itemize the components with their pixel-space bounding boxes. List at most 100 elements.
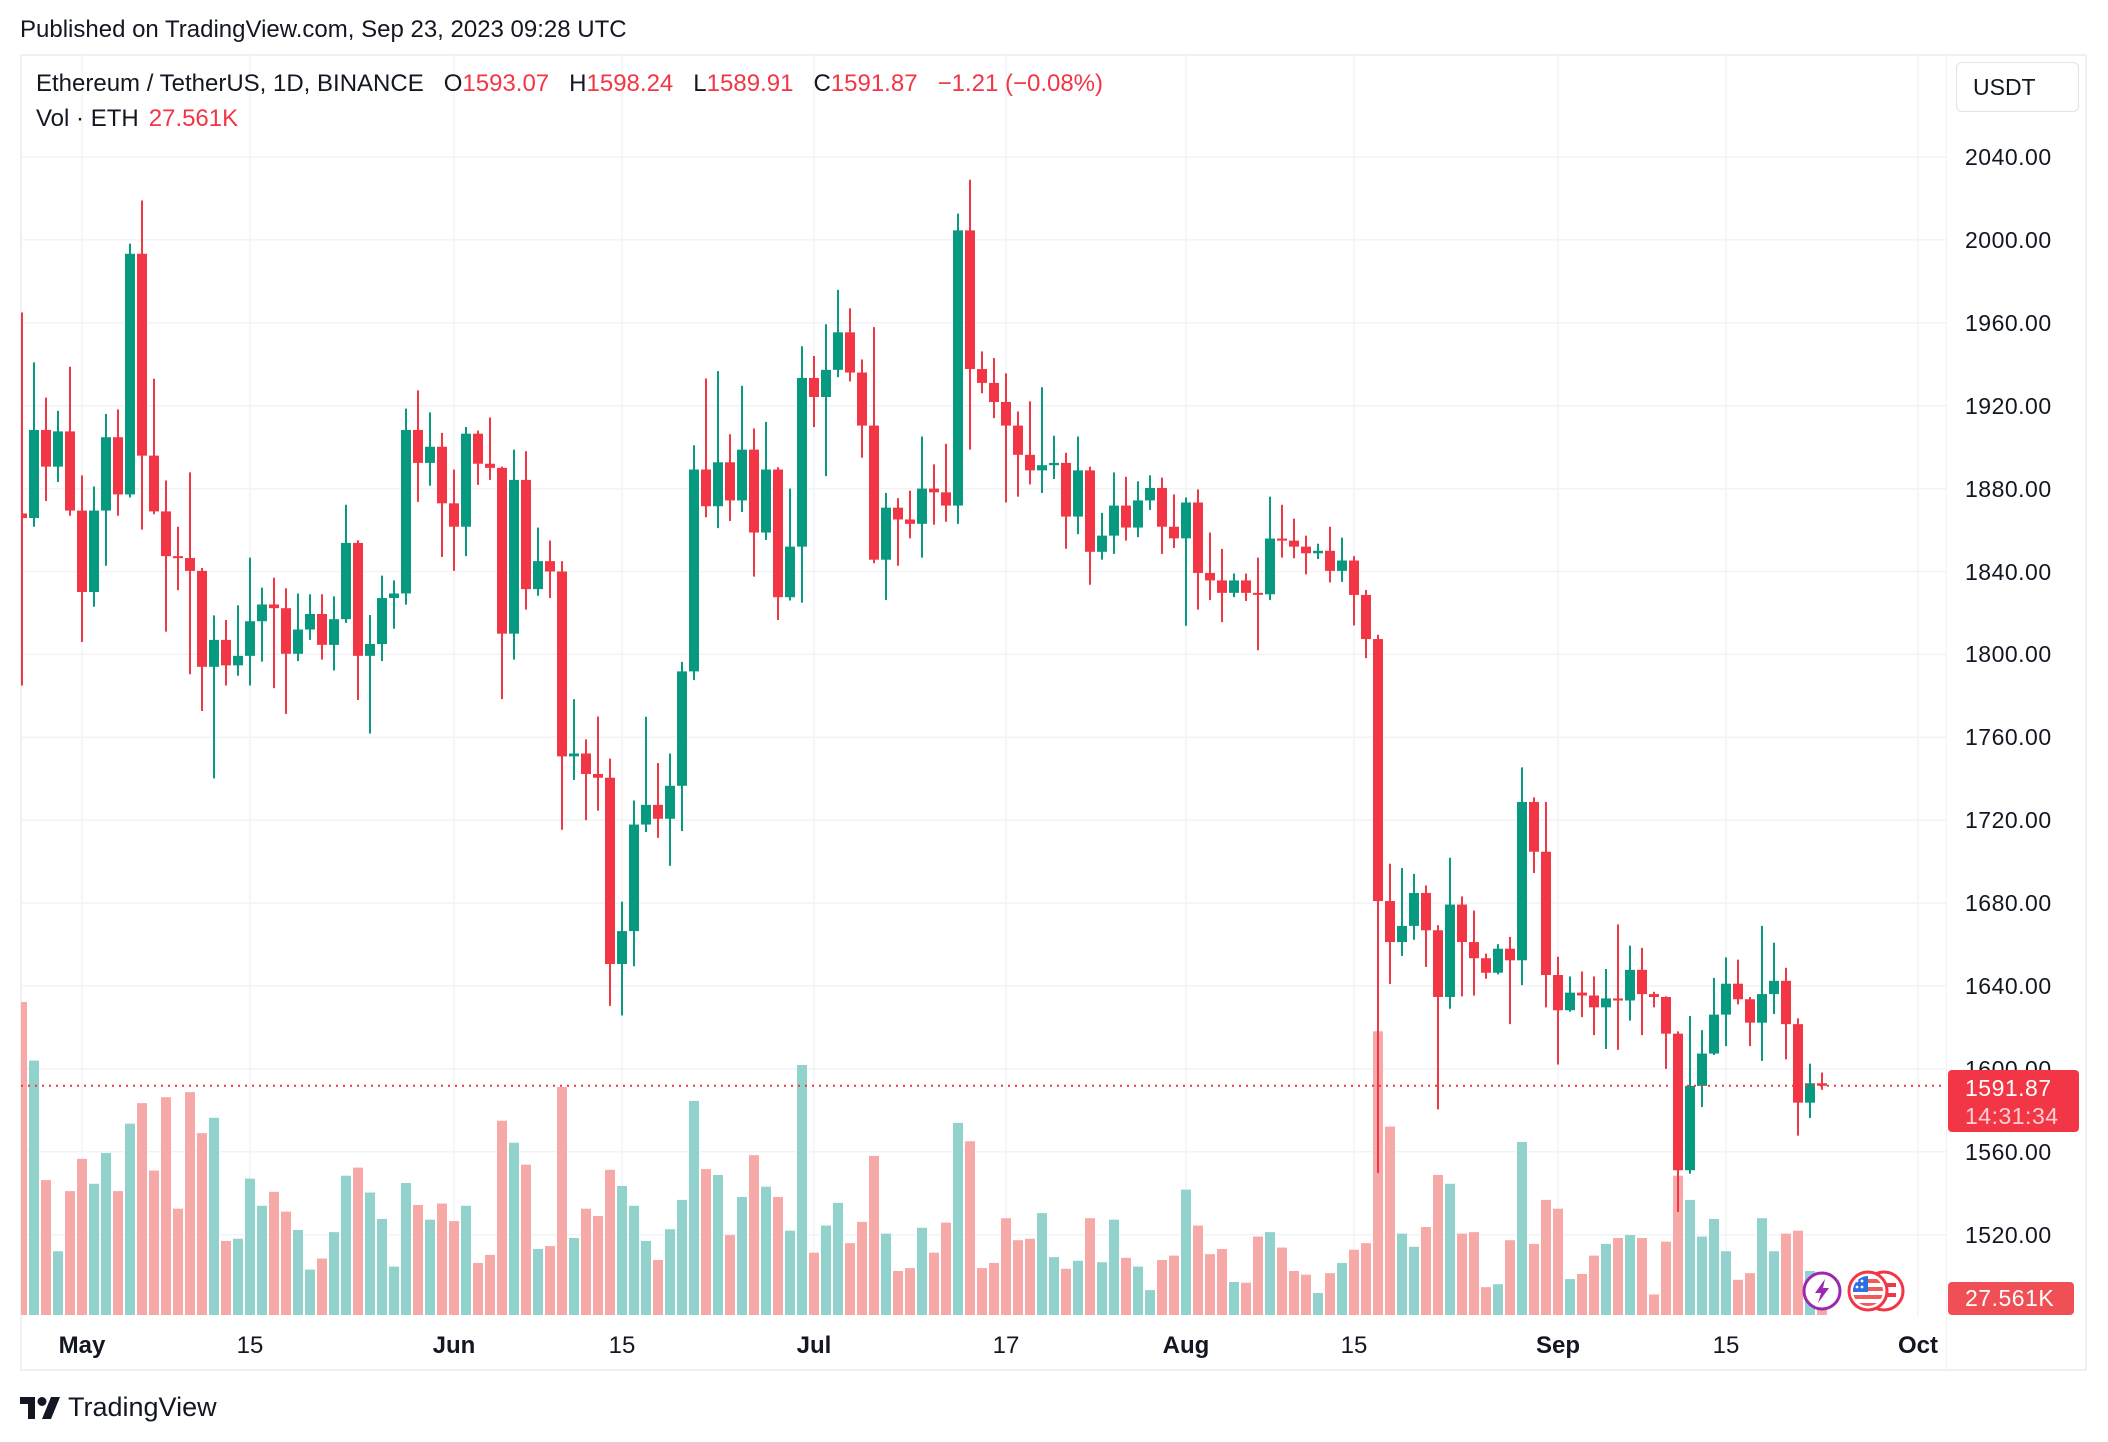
candle[interactable] xyxy=(1817,1072,1827,1090)
candle[interactable] xyxy=(1409,873,1419,940)
candle[interactable] xyxy=(1685,1016,1695,1174)
candle[interactable] xyxy=(1289,518,1299,559)
currency-button[interactable]: USDT xyxy=(1956,62,2079,112)
candle[interactable] xyxy=(461,427,471,557)
candle[interactable] xyxy=(1517,767,1527,986)
candle[interactable] xyxy=(413,390,423,502)
candle[interactable] xyxy=(1541,801,1551,1008)
candle[interactable] xyxy=(689,445,699,681)
candle[interactable] xyxy=(545,540,555,599)
candle[interactable] xyxy=(641,716,651,833)
candle[interactable] xyxy=(1613,924,1623,1050)
candle[interactable] xyxy=(581,739,591,821)
candle[interactable] xyxy=(1565,976,1575,1012)
candle[interactable] xyxy=(953,213,963,524)
candle[interactable] xyxy=(137,200,147,530)
candle[interactable] xyxy=(389,580,399,629)
candle[interactable] xyxy=(21,312,27,686)
candle[interactable] xyxy=(1049,435,1059,480)
candle[interactable] xyxy=(701,378,711,518)
candle[interactable] xyxy=(1673,1031,1683,1212)
candle[interactable] xyxy=(1793,1018,1803,1136)
candle[interactable] xyxy=(149,378,159,515)
candle[interactable] xyxy=(989,358,999,419)
candle[interactable] xyxy=(965,179,975,450)
candle[interactable] xyxy=(1577,971,1587,1018)
candle[interactable] xyxy=(1301,535,1311,575)
candle[interactable] xyxy=(1085,466,1095,585)
candle[interactable] xyxy=(1625,945,1635,1021)
candle[interactable] xyxy=(629,800,639,967)
candle[interactable] xyxy=(1001,373,1011,503)
candle[interactable] xyxy=(197,567,207,711)
candle[interactable] xyxy=(821,324,831,477)
candle[interactable] xyxy=(1181,497,1191,626)
candle[interactable] xyxy=(437,432,447,557)
candle[interactable] xyxy=(1073,436,1083,535)
candle[interactable] xyxy=(77,475,87,642)
candle[interactable] xyxy=(881,492,891,601)
candle[interactable] xyxy=(1169,494,1179,549)
candle[interactable] xyxy=(401,408,411,605)
candle[interactable] xyxy=(773,467,783,620)
candle[interactable] xyxy=(1589,976,1599,1036)
candle[interactable] xyxy=(1697,1030,1707,1108)
candle[interactable] xyxy=(653,762,663,838)
candle[interactable] xyxy=(1025,401,1035,485)
candle[interactable] xyxy=(569,699,579,780)
candle[interactable] xyxy=(1217,548,1227,623)
candle[interactable] xyxy=(1445,857,1455,1009)
candle[interactable] xyxy=(1193,489,1203,610)
candle[interactable] xyxy=(1757,925,1767,1061)
candle[interactable] xyxy=(869,327,879,564)
candle[interactable] xyxy=(293,593,303,662)
candle[interactable] xyxy=(125,243,135,498)
candle[interactable] xyxy=(1253,557,1263,651)
candle[interactable] xyxy=(233,605,243,676)
candle[interactable] xyxy=(677,661,687,832)
candle[interactable] xyxy=(509,449,519,660)
candle[interactable] xyxy=(209,615,219,779)
candle[interactable] xyxy=(917,436,927,558)
candle[interactable] xyxy=(1397,868,1407,956)
candle[interactable] xyxy=(1457,896,1467,997)
candle[interactable] xyxy=(53,410,63,482)
candle[interactable] xyxy=(305,594,315,640)
candle[interactable] xyxy=(857,359,867,458)
candle[interactable] xyxy=(65,366,75,516)
candle[interactable] xyxy=(1349,556,1359,626)
candle[interactable] xyxy=(785,488,795,601)
candle[interactable] xyxy=(41,397,51,502)
us-flag-icon[interactable] xyxy=(1846,1268,1908,1314)
candle[interactable] xyxy=(665,753,675,866)
candle[interactable] xyxy=(341,504,351,623)
candle[interactable] xyxy=(1241,573,1251,601)
candle[interactable] xyxy=(713,371,723,529)
candle[interactable] xyxy=(1505,936,1515,1025)
candle[interactable] xyxy=(1265,496,1275,601)
candle[interactable] xyxy=(797,346,807,603)
lightning-icon[interactable] xyxy=(1801,1270,1843,1312)
candle[interactable] xyxy=(1373,634,1383,1174)
candle[interactable] xyxy=(425,412,435,486)
candle[interactable] xyxy=(89,486,99,607)
candle[interactable] xyxy=(1325,526,1335,583)
candle[interactable] xyxy=(353,540,363,700)
tradingview-logo[interactable]: TradingView xyxy=(20,1392,217,1423)
candle[interactable] xyxy=(521,451,531,610)
candle[interactable] xyxy=(1121,476,1131,541)
candle[interactable] xyxy=(605,758,615,1006)
candle[interactable] xyxy=(269,577,279,689)
candle[interactable] xyxy=(749,428,759,577)
candle[interactable] xyxy=(941,443,951,522)
candle[interactable] xyxy=(977,351,987,394)
candle[interactable] xyxy=(761,421,771,540)
candle[interactable] xyxy=(929,464,939,525)
candlestick-chart[interactable] xyxy=(21,55,1946,1316)
candle[interactable] xyxy=(845,308,855,382)
candle[interactable] xyxy=(1133,481,1143,538)
candle[interactable] xyxy=(1493,944,1503,975)
candle[interactable] xyxy=(1205,532,1215,601)
candle[interactable] xyxy=(1433,925,1443,1110)
candle[interactable] xyxy=(113,409,123,516)
